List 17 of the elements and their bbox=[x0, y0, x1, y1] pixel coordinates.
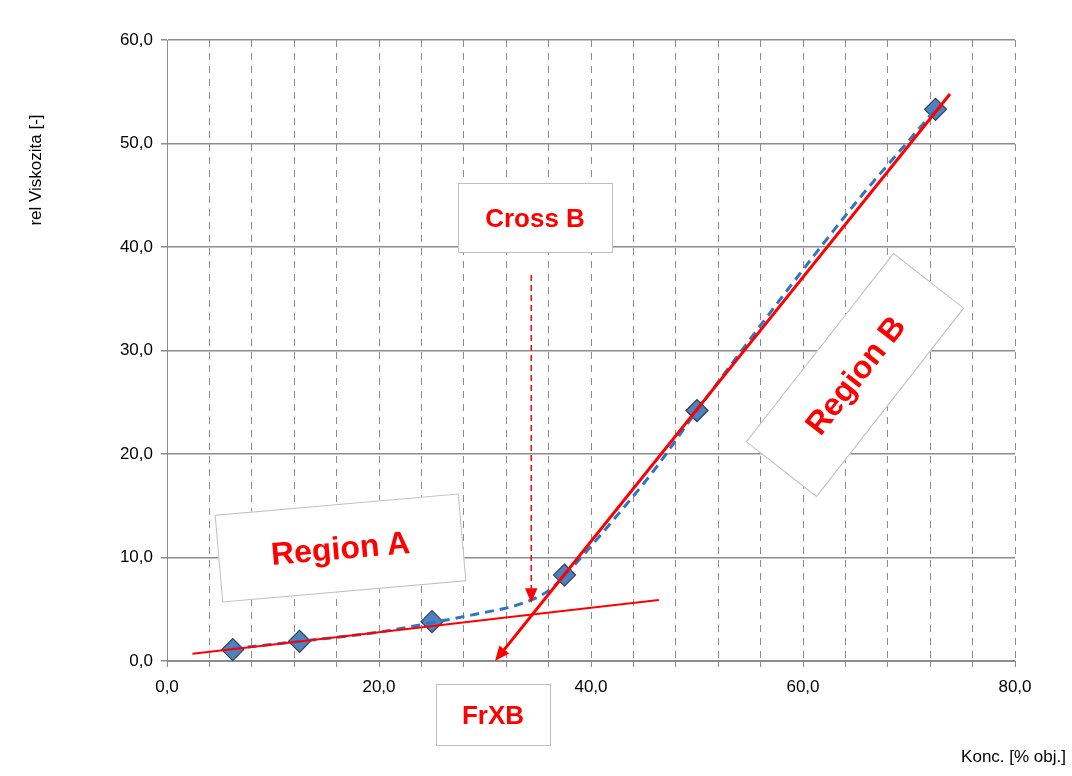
x-tick-label: 40,0 bbox=[574, 676, 608, 696]
x-tick-label: 60,0 bbox=[786, 676, 820, 696]
y-tick-label: 60,0 bbox=[119, 29, 153, 49]
y-tick-label: 20,0 bbox=[119, 443, 153, 463]
x-tick-label: 80,0 bbox=[998, 676, 1032, 696]
y-axis-title: rel Viskozita [-] bbox=[25, 114, 45, 226]
y-tick-label: 0,0 bbox=[129, 650, 153, 670]
x-tick-label: 0,0 bbox=[155, 676, 179, 696]
note-box: FrXB bbox=[435, 684, 551, 746]
x-tick-label: 20,0 bbox=[362, 676, 396, 696]
y-tick-label: 50,0 bbox=[119, 133, 153, 153]
x-axis-title: Konc. [% obj.] bbox=[961, 746, 1066, 766]
note-box: Cross B bbox=[457, 183, 613, 253]
y-tick-label: 40,0 bbox=[119, 236, 153, 256]
y-tick-label: 10,0 bbox=[119, 547, 153, 567]
y-tick-label: 30,0 bbox=[119, 340, 153, 360]
note-box: Region A bbox=[214, 493, 466, 603]
